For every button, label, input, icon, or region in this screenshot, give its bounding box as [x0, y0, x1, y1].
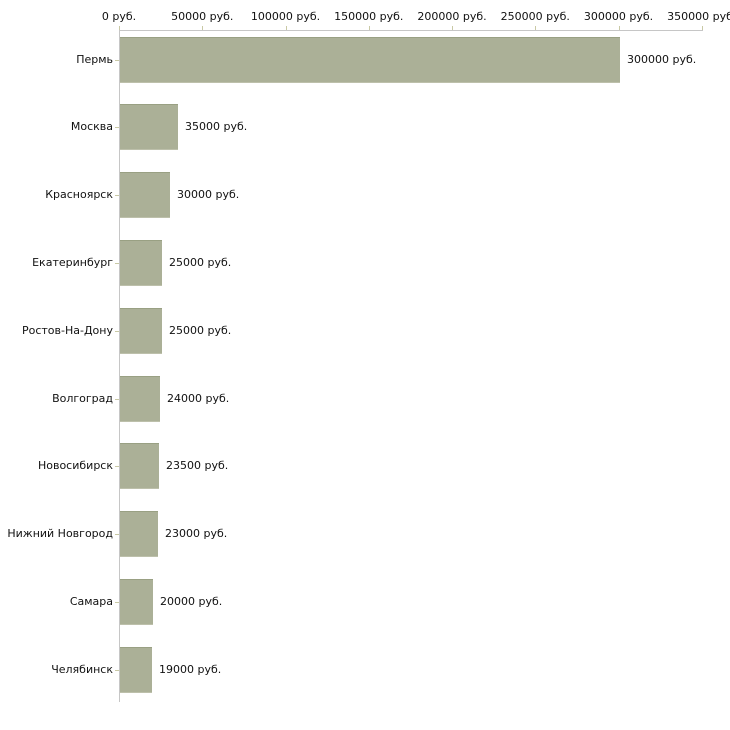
bar — [120, 578, 153, 625]
category-tick — [115, 669, 119, 671]
bar — [120, 104, 178, 151]
category-label: Пермь — [76, 52, 113, 66]
bar — [120, 443, 159, 490]
category-tick — [115, 466, 119, 468]
x-axis-tick-label: 150000 руб. — [334, 10, 404, 23]
bar-value-label: 30000 руб. — [177, 188, 240, 202]
x-axis-tick-label: 200000 руб. — [417, 10, 487, 23]
bar — [120, 646, 152, 693]
bar — [120, 375, 160, 422]
category-tick — [115, 534, 119, 536]
x-axis-tick — [368, 26, 370, 30]
x-axis-tick-label: 250000 руб. — [500, 10, 570, 23]
bar-value-label: 23000 руб. — [165, 527, 228, 541]
x-axis-tick-label: 0 руб. — [101, 10, 137, 23]
category-label: Москва — [70, 120, 113, 134]
x-axis-tick — [618, 26, 620, 30]
category-tick — [115, 398, 119, 400]
category-tick — [115, 330, 119, 332]
bar-value-label: 35000 руб. — [185, 120, 248, 134]
category-tick — [115, 59, 119, 61]
bar-value-label: 25000 руб. — [169, 255, 232, 269]
bar-value-label: 24000 руб. — [167, 391, 230, 405]
bar — [120, 239, 162, 286]
bar — [120, 172, 170, 219]
bar — [120, 36, 620, 83]
category-label: Красноярск — [45, 188, 113, 202]
x-axis-tick-label: 300000 руб. — [583, 10, 654, 23]
category-tick — [115, 262, 119, 264]
x-axis-tick — [701, 26, 703, 30]
bar-value-label: 23500 руб. — [166, 459, 229, 473]
x-axis-tick-label: 50000 руб. — [171, 10, 234, 23]
bar-value-label: 300000 руб. — [627, 52, 697, 66]
x-axis-tick — [202, 26, 204, 30]
bar — [120, 511, 158, 558]
x-axis-tick — [535, 26, 537, 30]
x-axis-tick — [452, 26, 453, 30]
category-label: Волгоград — [52, 391, 113, 405]
x-axis-tick-label: 100000 руб. — [250, 10, 321, 23]
category-label: Новосибирск — [37, 459, 113, 473]
category-label: Нижний Новгород — [7, 527, 113, 541]
y-axis-line — [119, 30, 120, 702]
bar-value-label: 20000 руб. — [160, 594, 223, 608]
category-label: Ростов-На-Дону — [21, 323, 113, 337]
x-axis-tick — [285, 26, 287, 30]
x-axis-tick-label: 350000 руб. — [667, 10, 730, 23]
category-tick — [115, 195, 119, 197]
x-axis-line — [119, 30, 703, 31]
x-axis-tick — [119, 26, 120, 30]
bar-value-label: 25000 руб. — [169, 323, 232, 337]
category-tick — [115, 601, 119, 603]
bar-value-label: 19000 руб. — [159, 662, 222, 676]
category-tick — [115, 127, 119, 129]
category-label: Самара — [69, 594, 113, 608]
bar — [120, 307, 162, 354]
category-label: Екатеринбург — [32, 255, 113, 269]
category-label: Челябинск — [51, 662, 113, 676]
